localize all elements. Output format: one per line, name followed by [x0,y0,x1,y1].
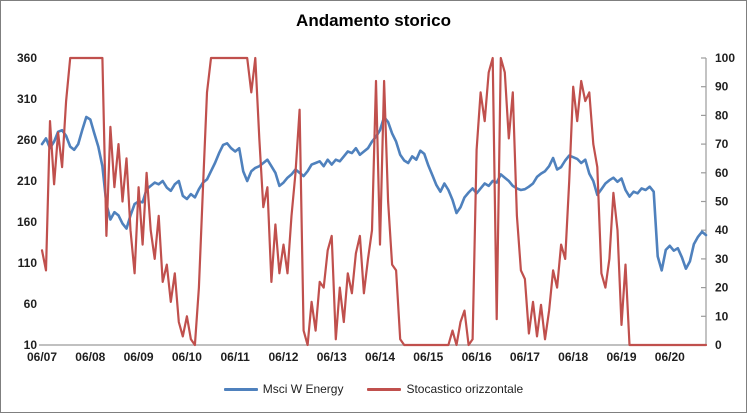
x-axis-tick-label: 06/17 [510,350,540,364]
legend: Msci W Energy Stocastico orizzontale [1,378,746,400]
right-axis-tick-label: 40 [715,223,729,237]
left-axis-tick-label: 10 [24,338,38,352]
legend-line-swatch-red [367,387,402,391]
legend-line-swatch-blue [223,387,258,391]
left-axis-tick-label: 210 [17,174,37,188]
x-axis-tick-label: 06/19 [606,350,636,364]
legend-item-msci-w-energy: Msci W Energy [223,382,344,396]
x-axis-tick-label: 06/09 [124,350,154,364]
legend-label-stocastico-orizzontale: Stocastico orizzontale [406,382,524,396]
left-axis-tick-label: 160 [17,215,37,229]
right-axis-tick-label: 20 [715,281,729,295]
series-line-stocastico-orizzontale [40,56,708,347]
right-axis-tick-label: 80 [715,108,729,122]
x-axis-tick-label: 06/20 [655,350,685,364]
x-axis-tick-label: 06/18 [558,350,588,364]
right-axis-tick-label: 0 [715,338,722,352]
left-axis-tick-label: 60 [24,297,38,311]
chart-title: Andamento storico [296,11,451,30]
legend-item-stocastico-orizzontale: Stocastico orizzontale [367,382,523,396]
x-axis-tick-label: 06/12 [268,350,298,364]
x-axis-tick-label: 06/07 [27,350,57,364]
x-axis-tick-label: 06/08 [75,350,105,364]
left-axis-tick-label: 260 [17,133,37,147]
legend-label-msci-w-energy: Msci W Energy [262,382,344,396]
x-axis-tick-label: 06/14 [365,350,395,364]
x-axis-tick-label: 06/15 [413,350,443,364]
right-axis-tick-label: 70 [715,137,729,151]
right-axis-tick-label: 10 [715,309,729,323]
right-axis-tick-label: 90 [715,80,729,94]
right-axis-tick-label: 30 [715,252,729,266]
left-axis-tick-label: 110 [18,256,38,270]
x-axis-tick-label: 06/13 [317,350,347,364]
left-axis-tick-label: 310 [17,92,37,106]
left-axis-tick-label: 360 [17,51,37,65]
right-axis-tick-label: 60 [715,166,729,180]
right-axis-tick-label: 50 [715,195,729,209]
right-axis-tick-label: 100 [715,51,735,65]
x-axis-tick-label: 06/16 [462,350,492,364]
x-axis-tick-label: 06/11 [220,350,250,364]
x-axis-tick-label: 06/10 [172,350,202,364]
